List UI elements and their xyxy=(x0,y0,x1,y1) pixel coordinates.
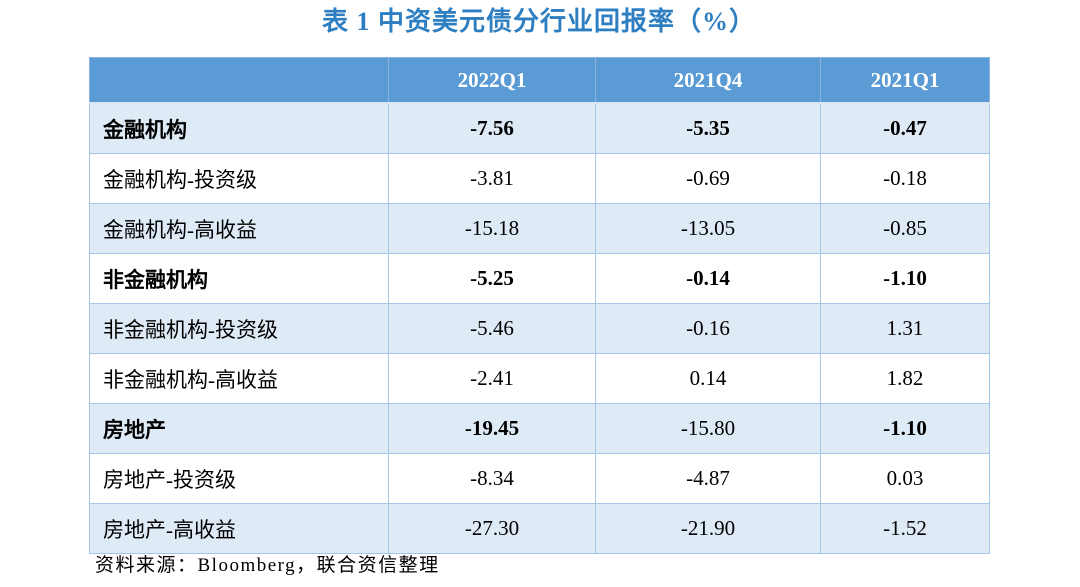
column-header: 2022Q1 xyxy=(388,57,596,104)
cell-value: -0.14 xyxy=(595,253,821,304)
cell-value: -13.05 xyxy=(595,203,821,254)
cell-value: -7.56 xyxy=(388,102,596,154)
page-title: 表 1 中资美元债分行业回报率（%） xyxy=(321,7,756,36)
table-row: 房地产-高收益 -27.30 -21.90 -1.52 xyxy=(89,503,990,554)
cell-value: -1.10 xyxy=(820,253,990,304)
cell-value: -2.41 xyxy=(388,353,596,404)
cell-value: -8.34 xyxy=(388,453,596,504)
cell-value: -5.25 xyxy=(388,253,596,304)
table-body: 金融机构 -7.56 -5.35 -0.47 金融机构-投资级 -3.81 -0.69 -0.… xyxy=(89,102,990,554)
cell-value: -5.46 xyxy=(388,303,596,354)
row-label: 非金融机构-高收益 xyxy=(89,353,389,404)
row-label: 非金融机构 xyxy=(89,253,389,304)
source-note: 资料来源：Bloomberg，联合资信整理 xyxy=(95,555,440,576)
table-row: 房地产-投资级 -8.34 -4.87 0.03 xyxy=(89,453,990,504)
cell-value: -0.47 xyxy=(820,102,990,154)
cell-value: -1.52 xyxy=(820,503,990,554)
row-label: 金融机构 xyxy=(89,102,389,154)
table-row: 非金融机构 -5.25 -0.14 -1.10 xyxy=(89,253,990,304)
row-label: 非金融机构-投资级 xyxy=(89,303,389,354)
cell-value: 1.82 xyxy=(820,353,990,404)
cell-value: -21.90 xyxy=(595,503,821,554)
corner-cell xyxy=(89,57,389,104)
cell-value: -27.30 xyxy=(388,503,596,554)
cell-value: 0.03 xyxy=(820,453,990,504)
cell-value: 0.14 xyxy=(595,353,821,404)
column-header: 2021Q1 xyxy=(820,57,990,104)
row-label: 金融机构-高收益 xyxy=(89,203,389,254)
cell-value: -0.16 xyxy=(595,303,821,354)
cell-value: -3.81 xyxy=(388,153,596,204)
row-label: 房地产 xyxy=(89,403,389,454)
column-header: 2021Q4 xyxy=(595,57,821,104)
table-row: 非金融机构-投资级 -5.46 -0.16 1.31 xyxy=(89,303,990,354)
cell-value: -19.45 xyxy=(388,403,596,454)
row-label: 房地产-投资级 xyxy=(89,453,389,504)
cell-value: -0.69 xyxy=(595,153,821,204)
table-row: 房地产 -19.45 -15.80 -1.10 xyxy=(89,403,990,454)
row-label: 房地产-高收益 xyxy=(89,503,389,554)
table-row: 金融机构 -7.56 -5.35 -0.47 xyxy=(89,102,990,154)
table-header-row: 2022Q1 2021Q4 2021Q1 xyxy=(89,57,990,104)
table-row: 金融机构-投资级 -3.81 -0.69 -0.18 xyxy=(89,153,990,204)
table-row: 金融机构-高收益 -15.18 -13.05 -0.85 xyxy=(89,203,990,254)
cell-value: -5.35 xyxy=(595,102,821,154)
cell-value: -4.87 xyxy=(595,453,821,504)
cell-value: -15.80 xyxy=(595,403,821,454)
cell-value: -1.10 xyxy=(820,403,990,454)
cell-value: 1.31 xyxy=(820,303,990,354)
cell-value: -0.18 xyxy=(820,153,990,204)
returns-table: 2022Q1 2021Q4 2021Q1 金融机构 -7.56 -5.35 -0.47 金融… xyxy=(89,57,990,554)
table-row: 非金融机构-高收益 -2.41 0.14 1.82 xyxy=(89,353,990,404)
row-label: 金融机构-投资级 xyxy=(89,153,389,204)
cell-value: -15.18 xyxy=(388,203,596,254)
cell-value: -0.85 xyxy=(820,203,990,254)
